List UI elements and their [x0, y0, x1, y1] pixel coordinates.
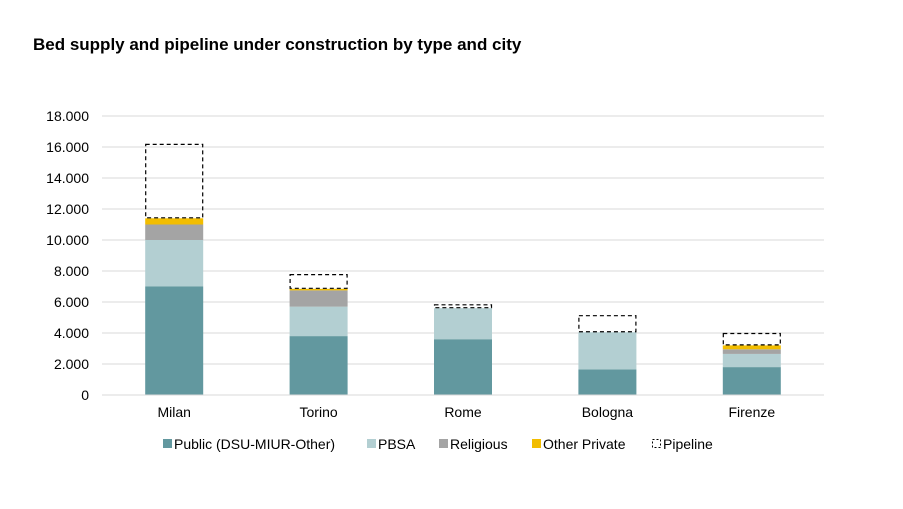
y-tick-label: 14.000: [46, 170, 89, 186]
legend: Public (DSU-MIUR-Other) PBSA Religious Othe…: [163, 436, 713, 452]
x-tick-label: Torino: [300, 404, 338, 420]
y-tick-label: 8.000: [54, 263, 89, 279]
chart-title: Bed supply and pipeline under constructi…: [33, 35, 522, 54]
legend-item: Pipeline: [652, 436, 713, 452]
bar-pipeline: [433, 304, 493, 309]
y-tick-label: 18.000: [46, 108, 89, 124]
y-tick-label: 6.000: [54, 294, 89, 310]
legend-label: Public (DSU-MIUR-Other): [174, 436, 335, 452]
legend-swatch: [163, 439, 172, 448]
legend-swatch: [532, 439, 541, 448]
bar-pipeline: [289, 274, 348, 289]
legend-label: PBSA: [378, 436, 416, 452]
bar-pipeline: [578, 315, 637, 333]
bar-public-dsu-miur-other: [722, 367, 781, 395]
bar-pipeline: [722, 332, 781, 346]
y-tick-label: 12.000: [46, 201, 89, 217]
y-tick-label: 2.000: [54, 356, 89, 372]
legend-swatch: [652, 439, 661, 448]
bar-pbsa: [722, 353, 781, 368]
legend-item: Other Private: [532, 436, 626, 452]
legend-item: Public (DSU-MIUR-Other): [163, 436, 335, 452]
bar-public-dsu-miur-other: [145, 286, 204, 395]
bar-religious: [145, 224, 204, 240]
legend-label: Pipeline: [663, 436, 713, 452]
y-tick-label: 4.000: [54, 325, 89, 341]
bar-other-private: [289, 288, 348, 291]
bar-pbsa: [289, 306, 348, 337]
legend-label: Other Private: [543, 436, 626, 452]
legend-item: Religious: [439, 436, 508, 452]
y-tick-label: 10.000: [46, 232, 89, 248]
bar-pipeline: [145, 143, 204, 219]
x-axis-ticks: Milan Torino Rome Bologna Firenze: [157, 404, 775, 420]
legend-swatch: [439, 439, 448, 448]
y-axis-ticks: 0 2.000 4.000 6.000 8.000 10.000 12.000 14.000 1…: [46, 108, 89, 403]
x-tick-label: Milan: [157, 404, 190, 420]
bar-pbsa: [578, 332, 637, 370]
bar-religious: [289, 290, 348, 307]
legend-label: Religious: [450, 436, 508, 452]
y-tick-label: 16.000: [46, 139, 89, 155]
y-tick-label: 0: [81, 387, 89, 403]
bar-pbsa: [145, 240, 204, 287]
bar-public-dsu-miur-other: [289, 336, 348, 395]
bar-pbsa: [434, 308, 492, 340]
legend-swatch: [367, 439, 376, 448]
x-tick-label: Bologna: [582, 404, 634, 420]
bar-religious: [722, 349, 781, 354]
bar-public-dsu-miur-other: [578, 369, 637, 395]
bar-public-dsu-miur-other: [434, 339, 492, 395]
x-tick-label: Firenze: [728, 404, 775, 420]
bar-other-private: [145, 218, 204, 225]
bars: [145, 143, 781, 395]
legend-item: PBSA: [367, 436, 416, 452]
bar-other-private: [722, 345, 781, 350]
x-tick-label: Rome: [444, 404, 482, 420]
